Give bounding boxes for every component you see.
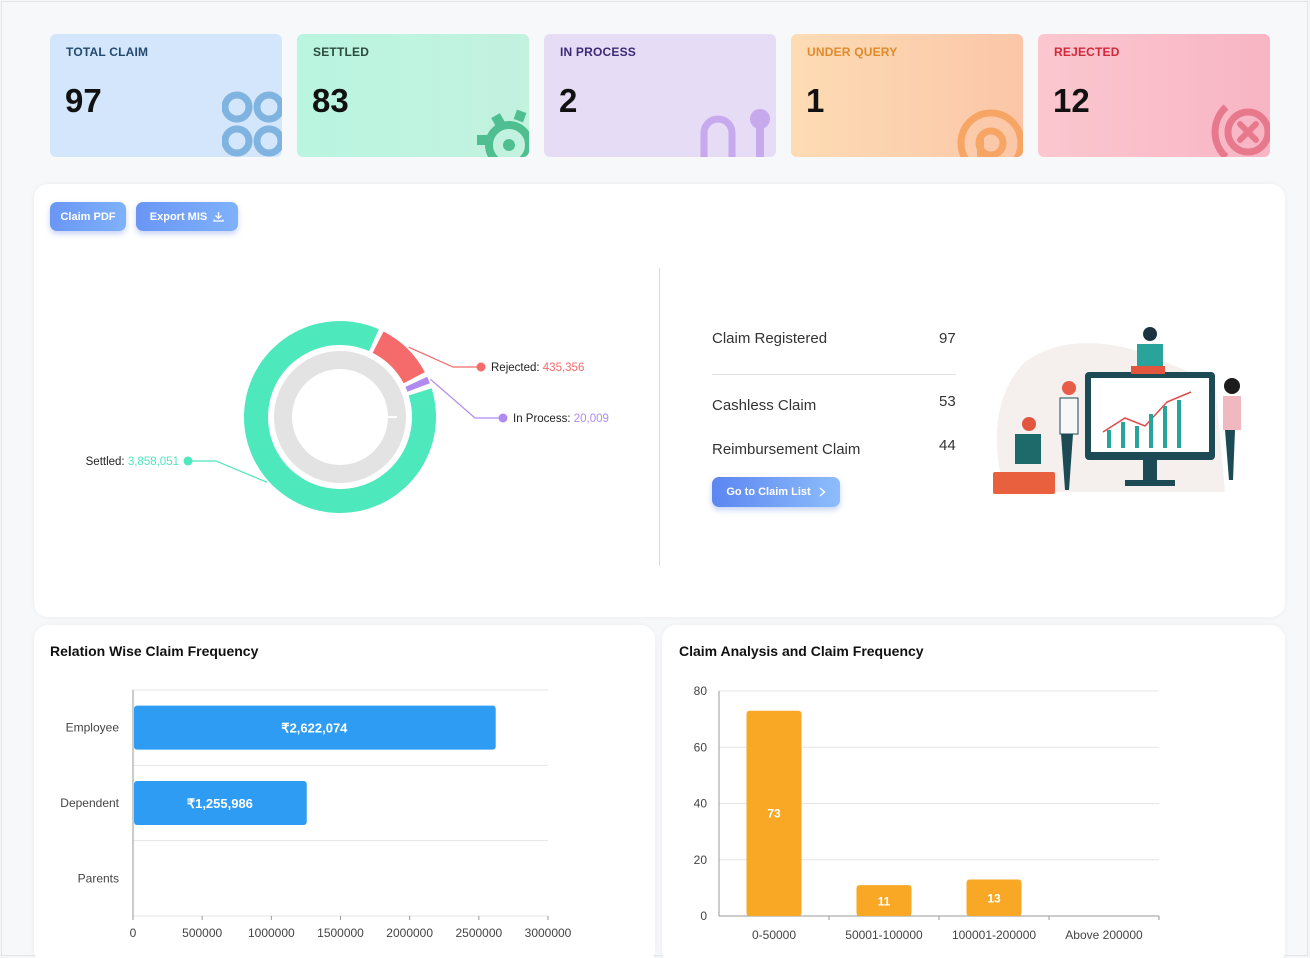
donut-segment-rejected[interactable] bbox=[372, 331, 425, 384]
under-query-card[interactable]: UNDER QUERY 1 bbox=[791, 34, 1023, 157]
x-tick-label: 500000 bbox=[182, 926, 222, 940]
category-label: 50001-100000 bbox=[845, 928, 923, 942]
donut-leader-line bbox=[430, 378, 503, 419]
donut-leader-dot bbox=[183, 456, 193, 466]
bar-data-label: ₹1,255,986 bbox=[187, 796, 253, 811]
download-icon bbox=[213, 212, 224, 222]
x-tick-label: 1000000 bbox=[248, 926, 295, 940]
analytics-illustration bbox=[993, 327, 1241, 494]
card-label: TOTAL CLAIM bbox=[66, 45, 149, 59]
donut-label-value: 20,009 bbox=[574, 413, 609, 425]
donut-label-name: Rejected: bbox=[491, 362, 543, 374]
bar-data-label: 11 bbox=[878, 895, 891, 909]
bar-100001-200000[interactable] bbox=[966, 879, 1022, 916]
donut-leader-line bbox=[408, 346, 481, 368]
claim-registered-label: Claim Registered bbox=[712, 330, 828, 347]
card-label: IN PROCESS bbox=[560, 45, 637, 59]
query-icon bbox=[957, 109, 1023, 157]
donut-label-name: Settled: bbox=[86, 456, 128, 468]
summary-divider bbox=[712, 374, 956, 375]
x-tick-label: 3000000 bbox=[525, 926, 572, 940]
bar-data-label: ₹2,622,074 bbox=[281, 721, 348, 736]
bar-dependent[interactable] bbox=[134, 781, 307, 825]
gear-icon bbox=[477, 109, 529, 157]
donut-label-settled: Settled: 3,858,051 bbox=[86, 456, 179, 468]
donut-segment-in-process[interactable] bbox=[405, 376, 430, 392]
go-to-claim-list-button[interactable]: Go to Claim List bbox=[712, 477, 840, 507]
claim-registered-value: 97 bbox=[939, 330, 956, 347]
x-tick-label: 2500000 bbox=[455, 926, 502, 940]
export-mis-label: Export MIS bbox=[149, 210, 208, 223]
x-tick-label: 1500000 bbox=[317, 926, 364, 940]
bar-50001-100000[interactable] bbox=[856, 885, 912, 916]
card-label: UNDER QUERY bbox=[807, 45, 898, 59]
close-circle-icon bbox=[1211, 104, 1270, 157]
cashless-claim-label: Cashless Claim bbox=[712, 397, 817, 414]
donut-leader-line bbox=[188, 460, 268, 483]
process-icon bbox=[700, 109, 770, 157]
y-tick-label: 80 bbox=[694, 684, 708, 698]
category-label: 100001-200000 bbox=[952, 928, 1036, 942]
relation-chart-title: Relation Wise Claim Frequency bbox=[50, 643, 259, 659]
card-value: 97 bbox=[65, 82, 102, 119]
claim-pdf-button[interactable]: Claim PDF bbox=[50, 202, 126, 231]
bar-data-label: 13 bbox=[987, 892, 1001, 906]
card-value: 1 bbox=[806, 82, 825, 119]
cashless-claim-value: 53 bbox=[939, 393, 956, 410]
reimbursement-claim-value: 44 bbox=[939, 437, 956, 454]
bar-data-label: 73 bbox=[767, 806, 781, 820]
total-claim-card[interactable]: TOTAL CLAIM 97 bbox=[50, 34, 282, 157]
y-tick-label: 60 bbox=[694, 740, 708, 754]
category-label: Parents bbox=[78, 871, 119, 885]
y-tick-label: 20 bbox=[694, 853, 708, 867]
claim-analysis-bar-chart: 0 20 40 60 80 0-50000 73 50001-100000 11 100001-2… bbox=[694, 684, 1160, 942]
card-label: SETTLED bbox=[313, 45, 370, 59]
y-tick-label: 40 bbox=[694, 797, 708, 811]
donut-label-rejected: Rejected: 435,356 bbox=[491, 362, 584, 374]
category-label: Dependent bbox=[60, 796, 119, 810]
donut-label-value: 3,858,051 bbox=[128, 456, 179, 468]
go-to-claim-list-label: Go to Claim List bbox=[726, 486, 811, 498]
x-tick-label: 2000000 bbox=[386, 926, 433, 940]
claim-analysis-title: Claim Analysis and Claim Frequency bbox=[679, 643, 924, 659]
card-value: 83 bbox=[312, 82, 349, 119]
category-label: Employee bbox=[66, 721, 120, 735]
reimbursement-claim-label: Reimbursement Claim bbox=[712, 441, 861, 458]
panel-divider bbox=[659, 268, 660, 566]
category-label: 0-50000 bbox=[752, 928, 796, 942]
donut-label-name: In Process: bbox=[513, 413, 574, 425]
bar-0-50000[interactable] bbox=[746, 710, 802, 916]
donut-leader-dot bbox=[498, 413, 508, 423]
card-value: 2 bbox=[559, 82, 578, 119]
category-label: Above 200000 bbox=[1065, 928, 1143, 942]
chevron-right-icon bbox=[819, 487, 826, 497]
relation-bar-chart: 0 500000 1000000 1500000 2000000 2500000 30000… bbox=[60, 689, 572, 940]
claim-pdf-label: Claim PDF bbox=[60, 210, 116, 223]
y-tick-label: 0 bbox=[700, 909, 707, 923]
in-process-card[interactable]: IN PROCESS 2 bbox=[544, 34, 776, 157]
x-tick-label: 0 bbox=[130, 926, 137, 940]
donut-label-in-process: In Process: 20,009 bbox=[513, 413, 609, 425]
claims-donut-chart: Rejected: 435,356 In Process: 20,009 Settl… bbox=[86, 321, 609, 513]
card-label: REJECTED bbox=[1054, 45, 1120, 59]
donut-label-value: 435,356 bbox=[543, 362, 585, 374]
bar-employee[interactable] bbox=[134, 705, 496, 750]
export-mis-button[interactable]: Export MIS bbox=[136, 202, 238, 231]
card-value: 12 bbox=[1053, 82, 1090, 119]
grid-icon bbox=[222, 91, 282, 157]
rejected-card[interactable]: REJECTED 12 bbox=[1038, 34, 1270, 157]
settled-card[interactable]: SETTLED 83 bbox=[297, 34, 529, 157]
donut-leader-dot bbox=[476, 362, 486, 372]
